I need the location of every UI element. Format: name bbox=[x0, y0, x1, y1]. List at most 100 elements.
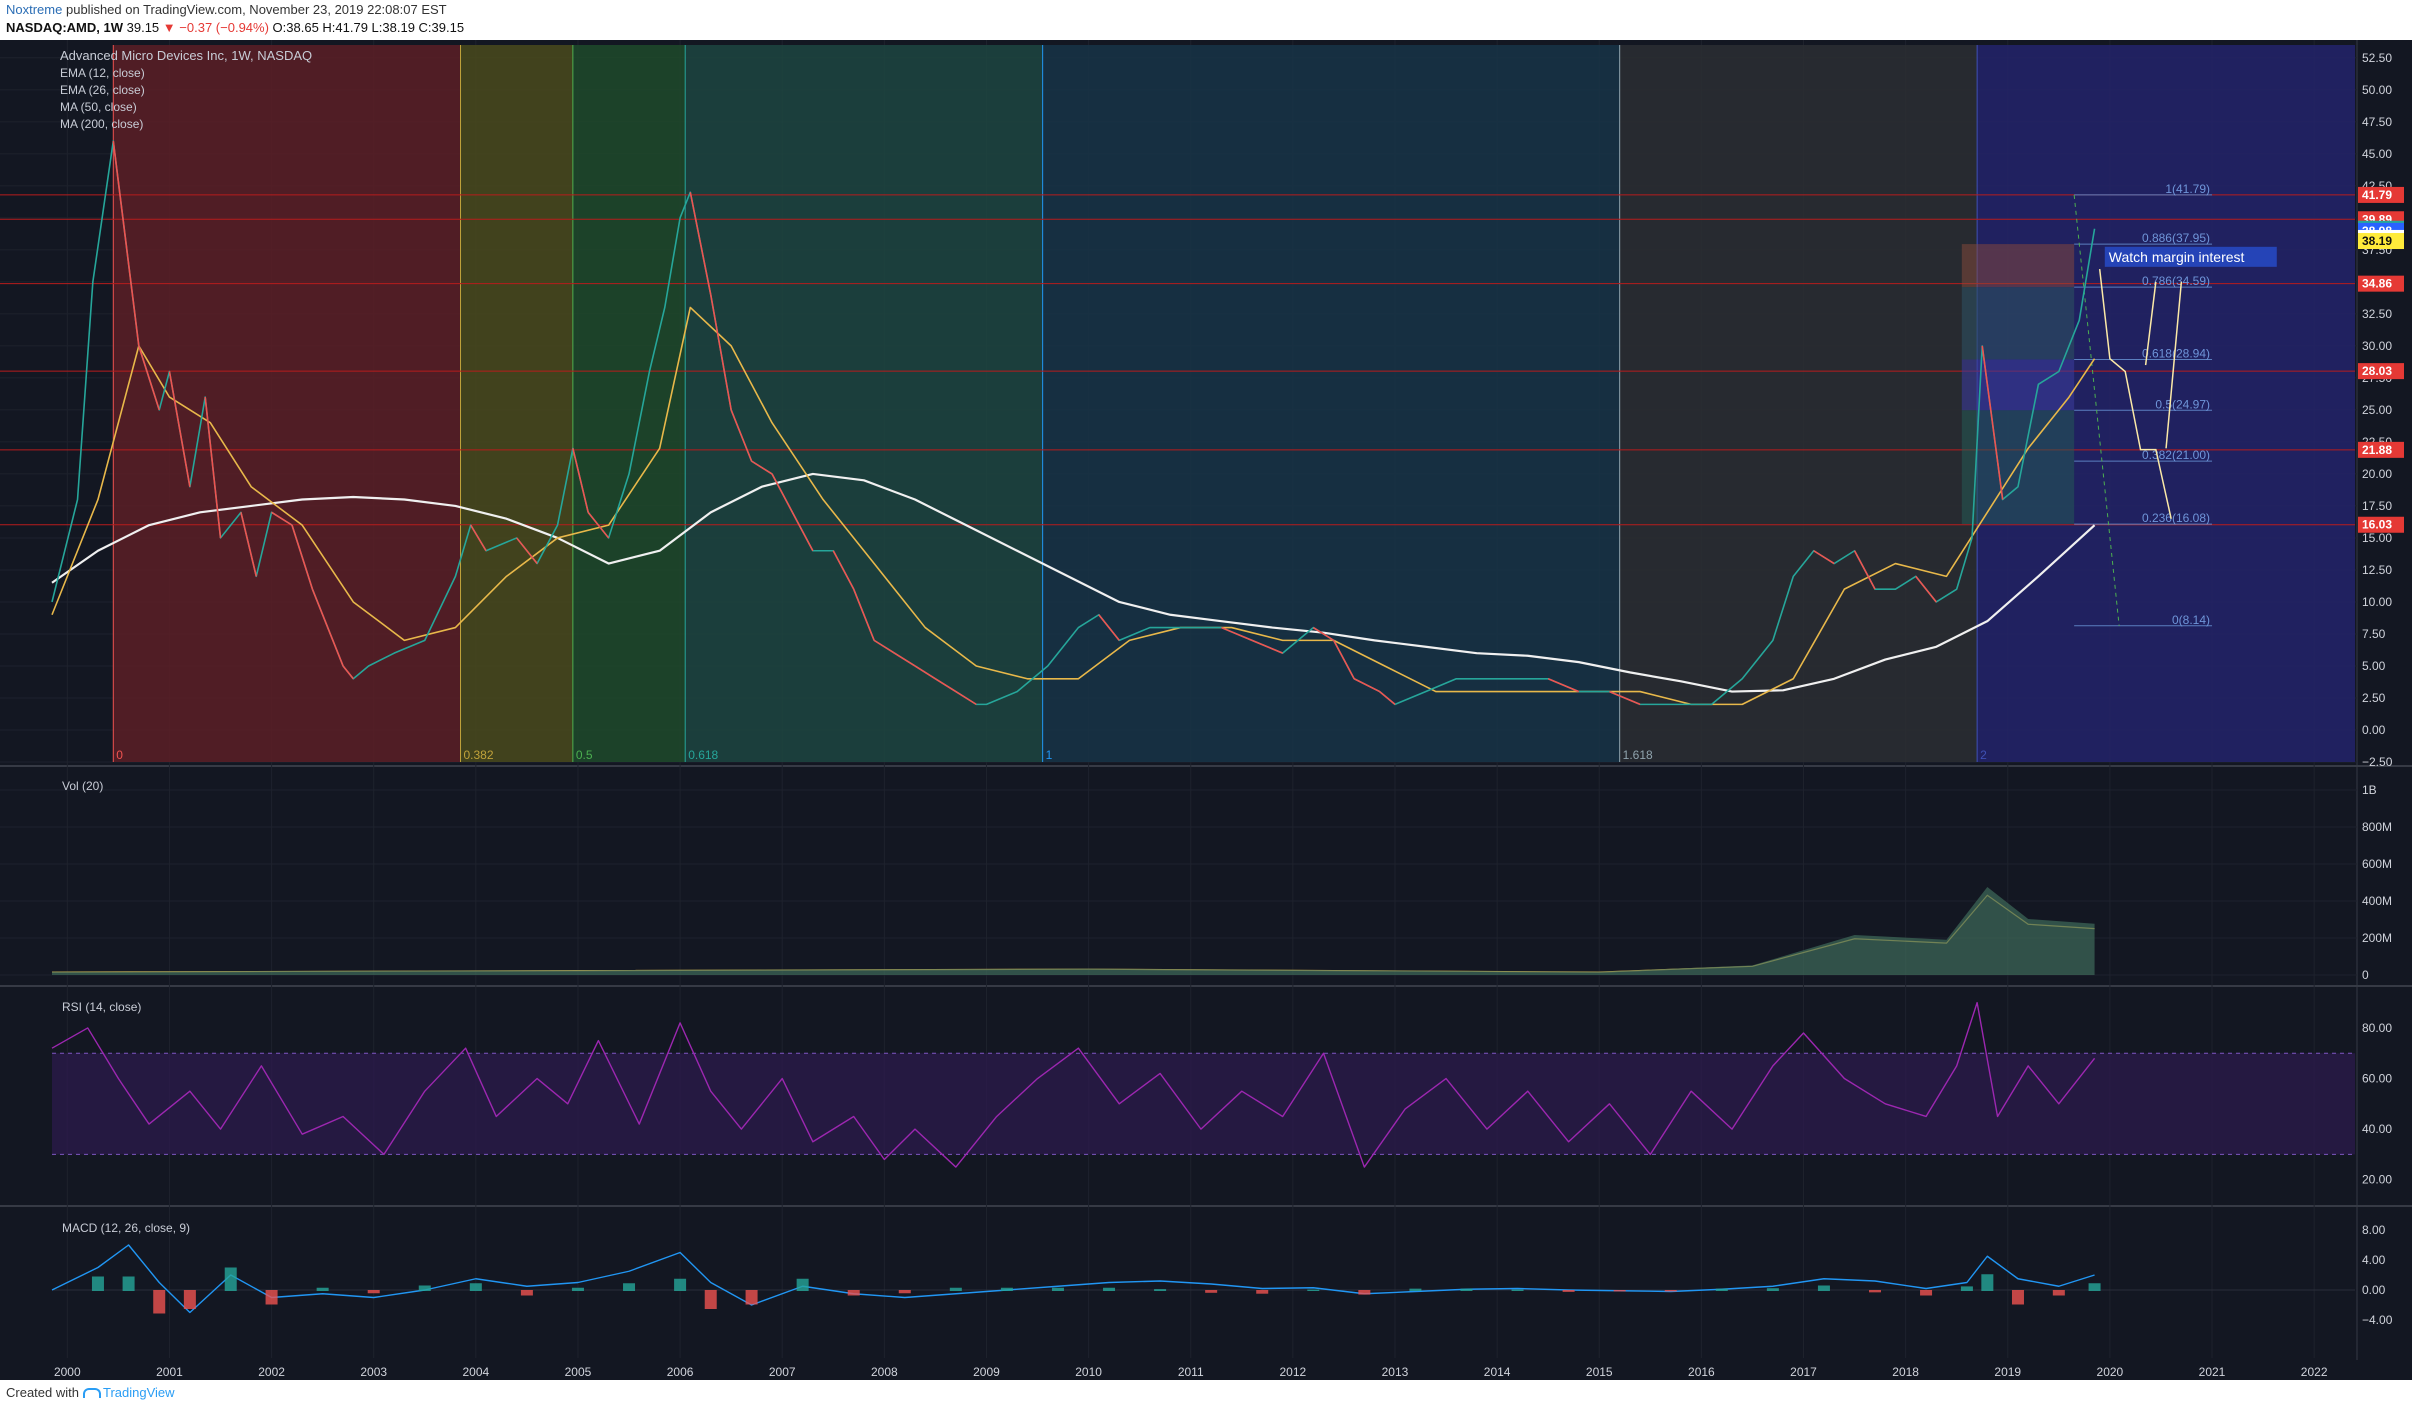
price-segment-down bbox=[1813, 550, 1835, 565]
macd-histogram-bar bbox=[1409, 1288, 1422, 1291]
price-segment-down bbox=[311, 588, 329, 628]
price-badge-label: 21.88 bbox=[2362, 443, 2392, 457]
fib-time-zone bbox=[1042, 45, 1620, 762]
price-badge-label: 41.79 bbox=[2362, 188, 2392, 202]
footer-created: Created with bbox=[6, 1385, 79, 1400]
legend-ma200: MA (200, close) bbox=[60, 117, 143, 131]
macd-histogram-bar bbox=[623, 1283, 636, 1291]
macd-histogram-bar bbox=[674, 1278, 687, 1291]
rsi-axis-label: 40.00 bbox=[2362, 1122, 2392, 1136]
annotation-box bbox=[2104, 246, 2277, 267]
volume-axis-label: 1B bbox=[2362, 783, 2377, 797]
price-badge bbox=[2358, 233, 2404, 250]
price-segment-down bbox=[1251, 639, 1283, 654]
price-segment-down bbox=[271, 511, 293, 526]
price-segment-down bbox=[934, 678, 957, 693]
price-axis-label: 45.00 bbox=[2362, 147, 2392, 161]
fib-time-zone bbox=[113, 45, 461, 762]
price-segment-down bbox=[1981, 345, 2004, 500]
fib-level-label: 1(41.79) bbox=[2165, 182, 2210, 196]
ema26-line bbox=[51, 306, 2096, 706]
fib-time-label: 1 bbox=[1046, 748, 1053, 762]
price-axis-label: 2.50 bbox=[2362, 691, 2386, 705]
time-axis-label: 2020 bbox=[2097, 1365, 2124, 1379]
publish-header: Noxtreme published on TradingView.com, N… bbox=[0, 0, 2412, 40]
macd-histogram-bar bbox=[224, 1267, 237, 1291]
volume-axis-label: 200M bbox=[2362, 931, 2392, 945]
ohlc-values: O:38.65 H:41.79 L:38.19 C:39.15 bbox=[272, 20, 465, 35]
volume-axis-label: 0 bbox=[2362, 968, 2369, 982]
price-segment-down bbox=[112, 140, 140, 346]
chart-canvas[interactable]: 0 0.382 0.5 0.618 1 1.618 2 1(41.79) 0.886(37.9… bbox=[0, 40, 2412, 1380]
price-axis-label: 25.00 bbox=[2362, 403, 2392, 417]
volume-area bbox=[52, 887, 2095, 975]
fib-time-label: 0.382 bbox=[464, 748, 494, 762]
macd-histogram-bar bbox=[571, 1287, 584, 1291]
fib-trend-line bbox=[2073, 194, 2120, 626]
macd-histogram-bar bbox=[1766, 1288, 1779, 1291]
fib-zone bbox=[1961, 287, 2075, 360]
macd-histogram-bar bbox=[898, 1290, 911, 1294]
macd-histogram-bar bbox=[704, 1290, 717, 1309]
macd-histogram-bar bbox=[91, 1276, 104, 1291]
fib-time-zone bbox=[572, 45, 686, 762]
price-segment-down bbox=[730, 409, 753, 462]
time-axis-label: 2000 bbox=[54, 1365, 81, 1379]
legend-ema12: EMA (12, close) bbox=[60, 66, 145, 80]
price-segment-down bbox=[168, 371, 191, 487]
chart-area[interactable]: 0 0.382 0.5 0.618 1 1.618 2 1(41.79) 0.886(37.9… bbox=[0, 40, 2412, 1380]
fib-level-label: 0.236(16.08) bbox=[2142, 511, 2210, 525]
price-axis-label: 12.50 bbox=[2362, 563, 2392, 577]
macd-histogram-bar bbox=[847, 1290, 860, 1296]
price-segment-down bbox=[955, 690, 977, 706]
macd-axis-label: 0.00 bbox=[2362, 1283, 2386, 1297]
macd-histogram-bar bbox=[1562, 1290, 1575, 1292]
macd-histogram-bar bbox=[469, 1283, 482, 1291]
price-segment-down bbox=[327, 627, 344, 667]
price-badge bbox=[2358, 516, 2404, 533]
price-badge-label: 38.19 bbox=[2362, 234, 2392, 248]
legend-title: Advanced Micro Devices Inc, 1W, NASDAQ bbox=[60, 48, 312, 63]
publish-line: Noxtreme published on TradingView.com, N… bbox=[6, 2, 447, 17]
macd-histogram-bar bbox=[1154, 1289, 1167, 1291]
last-price: 39.15 bbox=[126, 20, 160, 35]
rsi-axis-label: 20.00 bbox=[2362, 1173, 2392, 1187]
macd-histogram-bar bbox=[1981, 1274, 1994, 1291]
price-axis-label: 32.50 bbox=[2362, 307, 2392, 321]
price-segment-down bbox=[832, 550, 855, 590]
time-axis-label: 2015 bbox=[1586, 1365, 1613, 1379]
time-axis-label: 2021 bbox=[2199, 1365, 2226, 1379]
rsi-pane-label: RSI (14, close) bbox=[62, 1000, 141, 1014]
price-segment-down bbox=[771, 473, 794, 513]
macd-histogram-bar bbox=[1205, 1290, 1218, 1293]
macd-histogram-bar bbox=[1051, 1287, 1064, 1291]
macd-histogram-bar bbox=[1358, 1290, 1371, 1295]
macd-histogram-bar bbox=[1920, 1290, 1933, 1296]
price-segment-down bbox=[1333, 639, 1355, 680]
macd-histogram-bar bbox=[153, 1290, 166, 1314]
price-segment-down bbox=[470, 524, 487, 552]
price-segment-down bbox=[1547, 678, 1580, 693]
volume-axis-label: 600M bbox=[2362, 857, 2392, 871]
macd-histogram-bar bbox=[1000, 1287, 1013, 1291]
price-segment-down bbox=[894, 652, 916, 667]
price-segment-down bbox=[291, 524, 314, 590]
macd-histogram-bar bbox=[2011, 1290, 2024, 1305]
fib-level-label: 0.786(34.59) bbox=[2142, 274, 2210, 288]
price-badge bbox=[2358, 186, 2404, 203]
author-link[interactable]: Noxtreme bbox=[6, 2, 63, 17]
price-segment-down bbox=[240, 512, 258, 577]
legend-ema26: EMA (26, close) bbox=[60, 83, 145, 97]
price-badge-label: 16.03 bbox=[2362, 518, 2392, 532]
rsi-band bbox=[52, 1053, 2355, 1155]
volume-axis-label: 800M bbox=[2362, 820, 2392, 834]
macd-histogram-bar bbox=[796, 1278, 809, 1291]
time-axis-label: 2012 bbox=[1280, 1365, 1307, 1379]
tradingview-link[interactable]: TradingView bbox=[102, 1385, 175, 1400]
fib-time-label: 0.618 bbox=[688, 748, 718, 762]
price-segment-down bbox=[1312, 626, 1335, 642]
footer: Created with TradingView bbox=[6, 1385, 175, 1400]
macd-histogram-bar bbox=[1103, 1287, 1116, 1291]
rsi-axis-label: 80.00 bbox=[2362, 1021, 2392, 1035]
macd-axis-label: −4.00 bbox=[2362, 1313, 2393, 1327]
